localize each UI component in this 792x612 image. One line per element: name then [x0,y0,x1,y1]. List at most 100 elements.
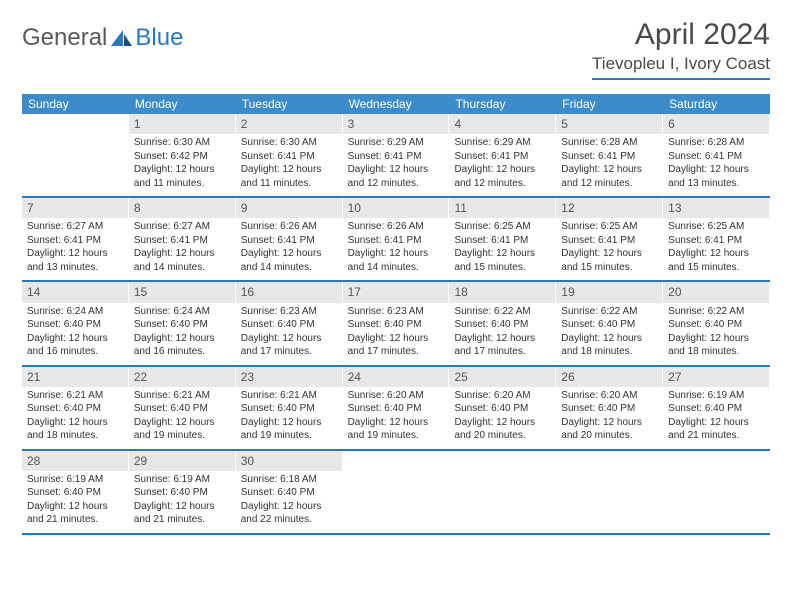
sunset-text: Sunset: 6:40 PM [668,318,764,332]
sunset-text: Sunset: 6:41 PM [561,150,657,164]
sunrise-text: Sunrise: 6:28 AM [668,136,764,150]
day-number: 7 [22,198,128,218]
day-body: Sunrise: 6:24 AMSunset: 6:40 PMDaylight:… [129,303,235,365]
day-cell: 28Sunrise: 6:19 AMSunset: 6:40 PMDayligh… [22,451,129,533]
empty-cell [22,114,129,196]
day-body: Sunrise: 6:30 AMSunset: 6:41 PMDaylight:… [236,134,342,196]
day-body: Sunrise: 6:22 AMSunset: 6:40 PMDaylight:… [449,303,555,365]
day-body: Sunrise: 6:19 AMSunset: 6:40 PMDaylight:… [663,387,769,449]
day-cell: 22Sunrise: 6:21 AMSunset: 6:40 PMDayligh… [129,367,236,449]
day-cell: 11Sunrise: 6:25 AMSunset: 6:41 PMDayligh… [449,198,556,280]
day-cell: 13Sunrise: 6:25 AMSunset: 6:41 PMDayligh… [663,198,770,280]
logo: General Blue [22,24,183,52]
sunset-text: Sunset: 6:40 PM [454,402,550,416]
day-cell: 18Sunrise: 6:22 AMSunset: 6:40 PMDayligh… [449,282,556,364]
day-number: 6 [663,114,769,134]
day-body: Sunrise: 6:25 AMSunset: 6:41 PMDaylight:… [556,218,662,280]
weekday-tuesday: Tuesday [236,94,343,114]
daylight-text: Daylight: 12 hours and 21 minutes. [668,416,764,443]
day-body: Sunrise: 6:22 AMSunset: 6:40 PMDaylight:… [556,303,662,365]
day-number: 13 [663,198,769,218]
daylight-text: Daylight: 12 hours and 14 minutes. [241,247,337,274]
page-header: General Blue April 2024 Tievopleu I, Ivo… [22,18,770,80]
sunrise-text: Sunrise: 6:29 AM [348,136,444,150]
sunset-text: Sunset: 6:41 PM [668,150,764,164]
day-number: 14 [22,282,128,302]
daylight-text: Daylight: 12 hours and 11 minutes. [134,163,230,190]
sunset-text: Sunset: 6:40 PM [561,318,657,332]
daylight-text: Daylight: 12 hours and 22 minutes. [241,500,337,527]
daylight-text: Daylight: 12 hours and 17 minutes. [454,332,550,359]
day-number: 3 [343,114,449,134]
sunrise-text: Sunrise: 6:18 AM [241,473,337,487]
day-body: Sunrise: 6:28 AMSunset: 6:41 PMDaylight:… [663,134,769,196]
day-cell: 26Sunrise: 6:20 AMSunset: 6:40 PMDayligh… [556,367,663,449]
daylight-text: Daylight: 12 hours and 12 minutes. [561,163,657,190]
day-number: 24 [343,367,449,387]
sunrise-text: Sunrise: 6:20 AM [561,389,657,403]
day-cell: 30Sunrise: 6:18 AMSunset: 6:40 PMDayligh… [236,451,343,533]
sunrise-text: Sunrise: 6:28 AM [561,136,657,150]
sunrise-text: Sunrise: 6:24 AM [27,305,123,319]
day-body: Sunrise: 6:26 AMSunset: 6:41 PMDaylight:… [236,218,342,280]
sunrise-text: Sunrise: 6:22 AM [668,305,764,319]
sunset-text: Sunset: 6:40 PM [561,402,657,416]
logo-text-general: General [22,24,107,52]
daylight-text: Daylight: 12 hours and 21 minutes. [27,500,123,527]
sunrise-text: Sunrise: 6:30 AM [134,136,230,150]
day-body: Sunrise: 6:28 AMSunset: 6:41 PMDaylight:… [556,134,662,196]
daylight-text: Daylight: 12 hours and 12 minutes. [348,163,444,190]
day-number: 22 [129,367,235,387]
day-cell: 5Sunrise: 6:28 AMSunset: 6:41 PMDaylight… [556,114,663,196]
sunrise-text: Sunrise: 6:20 AM [348,389,444,403]
sunset-text: Sunset: 6:41 PM [561,234,657,248]
day-body: Sunrise: 6:18 AMSunset: 6:40 PMDaylight:… [236,471,342,533]
sunrise-text: Sunrise: 6:25 AM [668,220,764,234]
empty-cell [343,451,450,533]
daylight-text: Daylight: 12 hours and 13 minutes. [27,247,123,274]
weekday-sunday: Sunday [22,94,129,114]
sunrise-text: Sunrise: 6:29 AM [454,136,550,150]
day-body: Sunrise: 6:25 AMSunset: 6:41 PMDaylight:… [449,218,555,280]
day-number: 26 [556,367,662,387]
day-cell: 27Sunrise: 6:19 AMSunset: 6:40 PMDayligh… [663,367,770,449]
day-number: 28 [22,451,128,471]
sunrise-text: Sunrise: 6:19 AM [134,473,230,487]
empty-cell [556,451,663,533]
day-body: Sunrise: 6:20 AMSunset: 6:40 PMDaylight:… [343,387,449,449]
sunrise-text: Sunrise: 6:24 AM [134,305,230,319]
day-number: 18 [449,282,555,302]
sunrise-text: Sunrise: 6:21 AM [241,389,337,403]
daylight-text: Daylight: 12 hours and 16 minutes. [27,332,123,359]
daylight-text: Daylight: 12 hours and 11 minutes. [241,163,337,190]
daylight-text: Daylight: 12 hours and 20 minutes. [454,416,550,443]
sunrise-text: Sunrise: 6:22 AM [454,305,550,319]
day-body: Sunrise: 6:29 AMSunset: 6:41 PMDaylight:… [343,134,449,196]
day-body: Sunrise: 6:20 AMSunset: 6:40 PMDaylight:… [556,387,662,449]
day-body: Sunrise: 6:25 AMSunset: 6:41 PMDaylight:… [663,218,769,280]
week-row: 14Sunrise: 6:24 AMSunset: 6:40 PMDayligh… [22,282,770,366]
daylight-text: Daylight: 12 hours and 20 minutes. [561,416,657,443]
day-cell: 17Sunrise: 6:23 AMSunset: 6:40 PMDayligh… [343,282,450,364]
weekday-thursday: Thursday [449,94,556,114]
day-number: 27 [663,367,769,387]
day-cell: 4Sunrise: 6:29 AMSunset: 6:41 PMDaylight… [449,114,556,196]
day-cell: 14Sunrise: 6:24 AMSunset: 6:40 PMDayligh… [22,282,129,364]
day-cell: 25Sunrise: 6:20 AMSunset: 6:40 PMDayligh… [449,367,556,449]
day-cell: 1Sunrise: 6:30 AMSunset: 6:42 PMDaylight… [129,114,236,196]
day-number: 1 [129,114,235,134]
daylight-text: Daylight: 12 hours and 12 minutes. [454,163,550,190]
day-number: 16 [236,282,342,302]
day-cell: 19Sunrise: 6:22 AMSunset: 6:40 PMDayligh… [556,282,663,364]
title-block: April 2024 Tievopleu I, Ivory Coast [592,18,770,80]
daylight-text: Daylight: 12 hours and 19 minutes. [348,416,444,443]
day-body: Sunrise: 6:29 AMSunset: 6:41 PMDaylight:… [449,134,555,196]
daylight-text: Daylight: 12 hours and 21 minutes. [134,500,230,527]
day-body: Sunrise: 6:21 AMSunset: 6:40 PMDaylight:… [129,387,235,449]
day-number: 11 [449,198,555,218]
sunset-text: Sunset: 6:40 PM [241,318,337,332]
day-body: Sunrise: 6:27 AMSunset: 6:41 PMDaylight:… [22,218,128,280]
day-cell: 16Sunrise: 6:23 AMSunset: 6:40 PMDayligh… [236,282,343,364]
daylight-text: Daylight: 12 hours and 18 minutes. [668,332,764,359]
daylight-text: Daylight: 12 hours and 15 minutes. [668,247,764,274]
